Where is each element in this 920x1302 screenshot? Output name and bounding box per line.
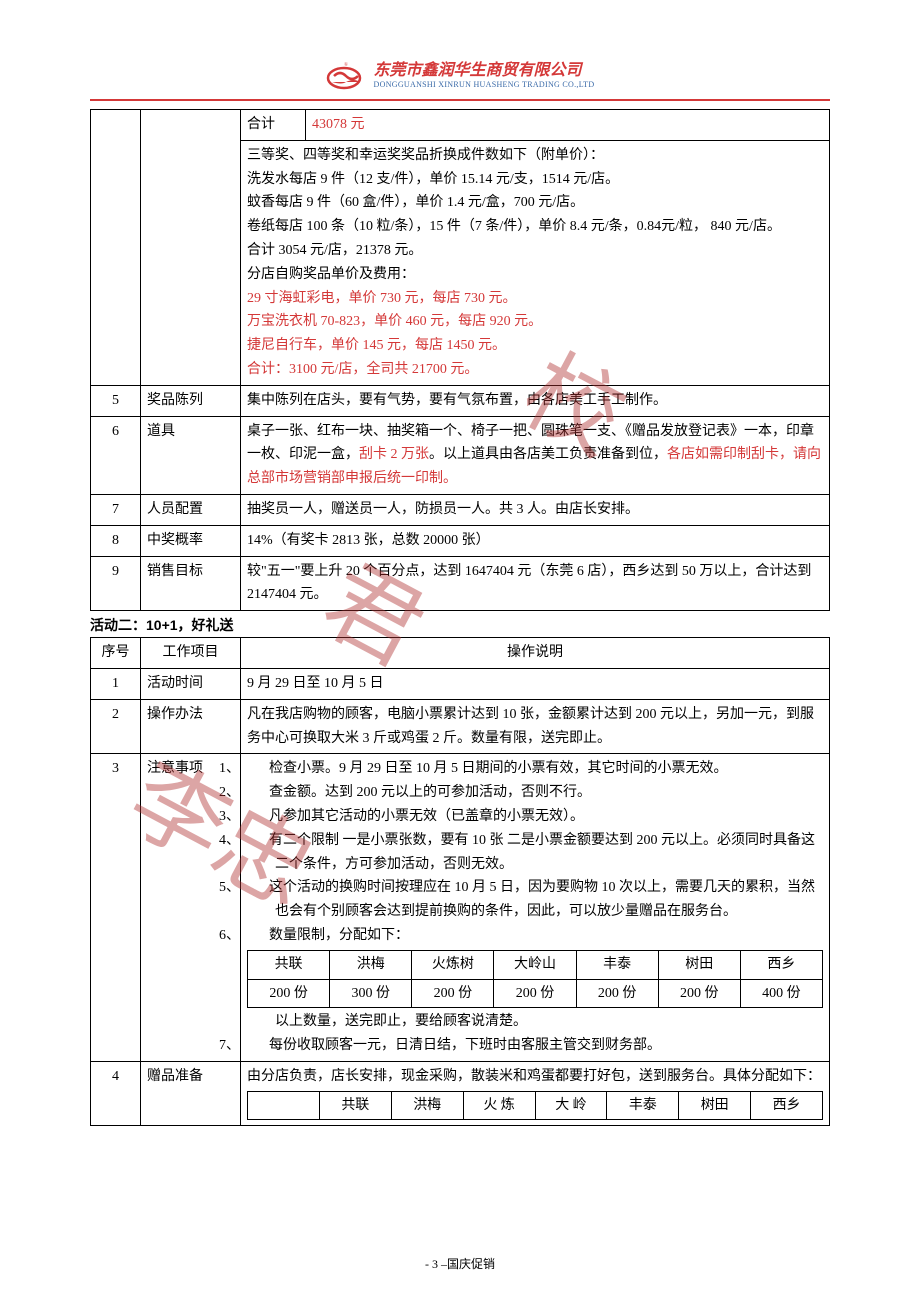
page-footer: - 3 –国庆促销: [0, 1255, 920, 1272]
t1-row-item: 奖品陈列: [141, 385, 241, 416]
t1-row-desc: 抽奖员一人，赠送员一人，防损员一人。共 3 人。由店长安排。: [241, 494, 830, 525]
t2-list-item: 7、每份收取顾客一元，日清日结，下班时由客服主管交到财务部。: [247, 1034, 823, 1058]
company-name-en: DONGGUANSHI XINRUN HUASHENG TRADING CO.,…: [374, 80, 595, 90]
inner-th: [248, 1091, 320, 1120]
t1-desc-line: 蚊香每店 9 件（60 盒/件），单价 1.4 元/盒，700 元/店。: [247, 191, 823, 215]
t2-row-desc: 1、检查小票。9 月 29 日至 10 月 5 日期间的小票有效，其它时间的小票…: [241, 754, 830, 1062]
inner-td: 200 份: [494, 979, 576, 1008]
inner-th: 西乡: [751, 1091, 823, 1120]
t2-h-item: 工作项目: [141, 638, 241, 669]
inner-td: 200 份: [658, 979, 740, 1008]
inner-td: 400 份: [740, 979, 822, 1008]
logo-block: ® 东莞市鑫润华生商贸有限公司 DONGGUANSHI XINRUN HUASH…: [326, 60, 595, 90]
t1-desc-line: 29 寸海虹彩电，单价 730 元，每店 730 元。: [247, 287, 823, 311]
t2-row-num: 3: [91, 754, 141, 1062]
inner-th: 树田: [658, 950, 740, 979]
t2-h-num: 序号: [91, 638, 141, 669]
table-1: 合计 43078 元 三等奖、四等奖和幸运奖奖品折换成件数如下（附单价）：洗发水…: [90, 109, 830, 611]
t2-row-num: 1: [91, 668, 141, 699]
inner-th: 大岭山: [494, 950, 576, 979]
header-divider: [90, 99, 830, 101]
t1-row-item: 道具: [141, 416, 241, 494]
inner-th: 洪梅: [391, 1091, 463, 1120]
t1-blank-num: [91, 110, 141, 386]
company-name-cn: 东莞市鑫润华生商贸有限公司: [374, 61, 595, 80]
t1-desc-line: 万宝洗衣机 70-823，单价 460 元，每店 920 元。: [247, 310, 823, 334]
t2-h-desc: 操作说明: [241, 638, 830, 669]
inner-th: 火炼树: [412, 950, 494, 979]
t2-inner-table-2: 共联洪梅火 炼大 岭丰泰树田西乡: [247, 1091, 823, 1121]
inner-th: 共联: [248, 950, 330, 979]
t2-row-desc: 9 月 29 日至 10 月 5 日: [241, 668, 830, 699]
inner-th: 树田: [679, 1091, 751, 1120]
t1-sub-label: 合计: [241, 110, 306, 141]
company-logo-icon: ®: [326, 60, 366, 90]
t1-row-num: 7: [91, 494, 141, 525]
inner-th: 火 炼: [463, 1091, 535, 1120]
inner-th: 丰泰: [576, 950, 658, 979]
t2-list-item: 4、有二个限制 一是小票张数，要有 10 张 二是小票金额要达到 200 元以上…: [247, 829, 823, 877]
t1-row-item: 销售目标: [141, 556, 241, 611]
t2-list-item: 2、查金额。达到 200 元以上的可参加活动，否则不行。: [247, 781, 823, 805]
t1-blank-item: [141, 110, 241, 386]
inner-td: 200 份: [576, 979, 658, 1008]
t1-row-num: 8: [91, 525, 141, 556]
t2-desc-text: 由分店负责，店长安排，现金采购，散装米和鸡蛋都要打好包，送到服务台。具体分配如下…: [247, 1065, 823, 1089]
t1-desc-block: 三等奖、四等奖和幸运奖奖品折换成件数如下（附单价）：洗发水每店 9 件（12 支…: [241, 140, 830, 385]
inner-td: 300 份: [330, 979, 412, 1008]
t2-row-item: 操作办法: [141, 699, 241, 754]
table-2: 序号 工作项目 操作说明 1活动时间9 月 29 日至 10 月 5 日 2操作办…: [90, 637, 830, 1126]
t2-list-item: 6、数量限制，分配如下：: [247, 924, 823, 948]
inner-th: 大 岭: [535, 1091, 607, 1120]
t1-sub-value: 43078 元: [306, 110, 830, 141]
activity-2-title: 活动二：10+1，好礼送: [90, 615, 830, 635]
t2-row-item: 赠品准备: [141, 1061, 241, 1126]
t1-desc-line: 合计 3054 元/店，21378 元。: [247, 239, 823, 263]
inner-th: 洪梅: [330, 950, 412, 979]
t1-row-item: 中奖概率: [141, 525, 241, 556]
t2-list-item: 3、凡参加其它活动的小票无效（已盖章的小票无效）。: [247, 805, 823, 829]
t1-desc-line: 洗发水每店 9 件（12 支/件），单价 15.14 元/支，1514 元/店。: [247, 168, 823, 192]
t1-row-num: 6: [91, 416, 141, 494]
t2-row-num: 2: [91, 699, 141, 754]
t1-row-desc: 较"五一"要上升 20 个百分点，达到 1647404 元（东莞 6 店），西乡…: [241, 556, 830, 611]
t1-row-desc: 14%（有奖卡 2813 张，总数 20000 张）: [241, 525, 830, 556]
inner-td: 200 份: [248, 979, 330, 1008]
t1-desc-line: 捷尼自行车，单价 145 元，每店 1450 元。: [247, 334, 823, 358]
t1-row-desc: 桌子一张、红布一块、抽奖箱一个、椅子一把、圆珠笔一支、《赠品发放登记表》一本，印…: [241, 416, 830, 494]
t2-row-desc: 凡在我店购物的顾客，电脑小票累计达到 10 张，金额累计达到 200 元以上，另…: [241, 699, 830, 754]
page-header: ® 东莞市鑫润华生商贸有限公司 DONGGUANSHI XINRUN HUASH…: [90, 60, 830, 101]
t1-desc-line: 卷纸每店 100 条（10 粒/条），15 件（7 条/件），单价 8.4 元/…: [247, 215, 823, 239]
t1-desc-line: 分店自购奖品单价及费用：: [247, 263, 823, 287]
t2-list-item: 1、检查小票。9 月 29 日至 10 月 5 日期间的小票有效，其它时间的小票…: [247, 757, 823, 781]
t1-row-num: 5: [91, 385, 141, 416]
t2-row-desc: 由分店负责，店长安排，现金采购，散装米和鸡蛋都要打好包，送到服务台。具体分配如下…: [241, 1061, 830, 1126]
inner-th: 西乡: [740, 950, 822, 979]
t1-desc-line: 三等奖、四等奖和幸运奖奖品折换成件数如下（附单价）：: [247, 144, 823, 168]
t2-row-num: 4: [91, 1061, 141, 1126]
inner-th: 共联: [319, 1091, 391, 1120]
t1-row-item: 人员配置: [141, 494, 241, 525]
inner-th: 丰泰: [607, 1091, 679, 1120]
t1-row-num: 9: [91, 556, 141, 611]
t2-after-table: 以上数量，送完即止，要给顾客说清楚。: [247, 1010, 823, 1034]
t2-inner-table-1: 共联洪梅火炼树大岭山丰泰树田西乡200 份300 份200 份200 份200 …: [247, 950, 823, 1009]
t2-row-item: 活动时间: [141, 668, 241, 699]
t1-row-desc: 集中陈列在店头，要有气势，要有气氛布置，由各店美工手工制作。: [241, 385, 830, 416]
t2-list-item: 5、这个活动的换购时间按理应在 10 月 5 日，因为要购物 10 次以上，需要…: [247, 876, 823, 924]
t1-desc-line: 合计：3100 元/店，全司共 21700 元。: [247, 358, 823, 382]
inner-td: 200 份: [412, 979, 494, 1008]
